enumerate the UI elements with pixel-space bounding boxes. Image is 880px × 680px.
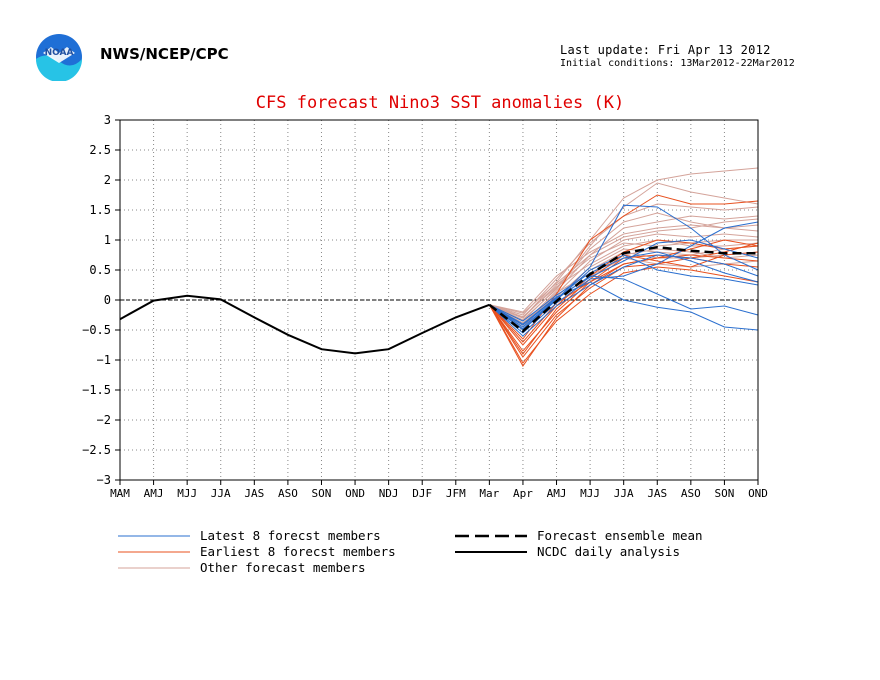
x-tick-label: Apr [513,487,533,500]
org-label: NWS/NCEP/CPC [100,45,229,63]
x-tick-label: JJA [614,487,634,500]
last-update: Last update: Fri Apr 13 2012 [560,43,771,57]
x-tick-label: JFM [446,487,466,500]
x-ticks: MAM AMJ MJJ JJA JAS ASO SON OND NDJ DJF JFM Mar Apr A… [110,480,768,500]
series-mean [488,245,758,333]
x-tick-label: MJJ [177,487,197,500]
legend-label-earliest: Earliest 8 forecst members [200,544,396,559]
earliest-member-line [489,239,759,343]
x-tick-label: SON [714,487,734,500]
x-tick-label: Mar [479,487,499,500]
y-tick-label: −1.5 [82,383,111,397]
legend-label-latest: Latest 8 forecst members [200,528,381,543]
x-tick-label: AMJ [547,487,567,500]
x-tick-label: JJA [211,487,231,500]
x-tick-label: OND [748,487,768,500]
earliest-member-line [488,266,759,364]
earliest-member-line [489,194,759,340]
x-tick-label: OND [345,487,365,500]
y-tick-label: 1.5 [89,203,111,217]
analysis-line [119,294,490,355]
legend-label-mean: Forecast ensemble mean [537,528,703,543]
y-tick-label: −2.5 [82,443,111,457]
y-tick-label: −1 [97,353,111,367]
chart-title: CFS forecast Nino3 SST anomalies (K) [256,93,624,113]
other-member-line [489,224,759,313]
x-tick-label: MJJ [580,487,600,500]
y-tick-label: 0 [104,293,111,307]
other-member-line [489,212,759,321]
series-analysis [119,294,490,355]
x-tick-label: DJF [412,487,432,500]
y-ticks: 3 2.5 2 1.5 1 0.5 0 −0.5 −1 −1.5 −2 −2.5 −3 [82,113,120,487]
latest-member-line [489,251,759,322]
latest-member-line [489,254,759,337]
y-tick-label: 1 [104,233,111,247]
y-tick-label: −3 [97,473,111,487]
legend-label-analysis: NCDC daily analysis [537,544,680,559]
x-tick-label: AMJ [144,487,164,500]
series-latest [489,204,759,337]
y-tick-label: 2 [104,173,111,187]
other-member-line [489,218,759,314]
y-tick-label: 2.5 [89,143,111,157]
y-tick-label: 0.5 [89,263,111,277]
x-tick-label: JAS [647,487,667,500]
latest-member-line [489,221,759,334]
noaa-logo: NOAA [36,34,82,81]
initial-conditions: Initial conditions: 13Mar2012-22Mar2012 [560,58,795,69]
latest-member-line [489,275,759,328]
legend-label-other: Other forecast members [200,560,366,575]
y-tick-label: −2 [97,413,111,427]
x-tick-label: NDJ [379,487,399,500]
x-tick-label: JAS [244,487,264,500]
logo-text: NOAA [45,48,74,58]
latest-member-line [489,239,759,326]
x-tick-label: SON [312,487,332,500]
x-tick-label: ASO [681,487,701,500]
y-tick-label: −0.5 [82,323,111,337]
ensemble-mean-line [488,245,758,333]
latest-member-line [489,281,759,331]
x-tick-label: ASO [278,487,298,500]
other-member-line [489,167,759,319]
x-tick-label: MAM [110,487,130,500]
y-tick-label: 3 [104,113,111,127]
